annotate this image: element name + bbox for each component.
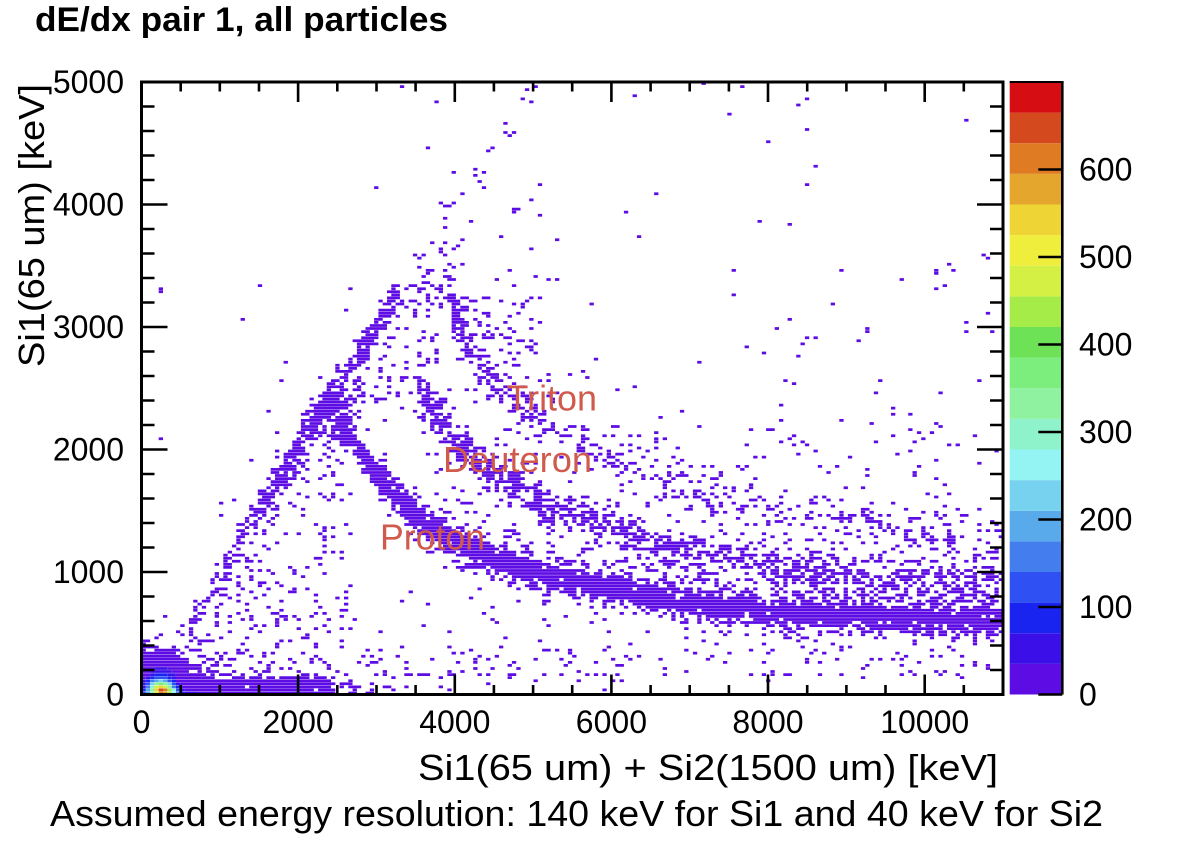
svg-text:Triton: Triton bbox=[507, 378, 598, 419]
svg-text:8000: 8000 bbox=[732, 704, 803, 740]
svg-text:300: 300 bbox=[1079, 414, 1132, 450]
svg-text:Proton: Proton bbox=[380, 517, 485, 558]
svg-text:100: 100 bbox=[1079, 589, 1132, 625]
svg-text:0: 0 bbox=[106, 677, 124, 713]
svg-text:Si1(65 um) + Si2(1500 um) [keV: Si1(65 um) + Si2(1500 um) [keV] bbox=[418, 747, 998, 788]
svg-text:2000: 2000 bbox=[53, 432, 124, 468]
svg-text:Deuteron: Deuteron bbox=[443, 439, 592, 480]
svg-text:Si1(65 um) [keV]: Si1(65 um) [keV] bbox=[11, 84, 52, 367]
svg-text:0: 0 bbox=[1079, 677, 1097, 713]
svg-text:6000: 6000 bbox=[576, 704, 647, 740]
svg-text:500: 500 bbox=[1079, 239, 1132, 275]
svg-text:3000: 3000 bbox=[53, 309, 124, 345]
svg-text:dE/dx pair 1, all particles: dE/dx pair 1, all particles bbox=[35, 1, 448, 39]
svg-text:200: 200 bbox=[1079, 502, 1132, 538]
svg-text:Assumed energy resolution: 140: Assumed energy resolution: 140 keV for S… bbox=[50, 793, 1103, 834]
svg-text:10000: 10000 bbox=[880, 704, 969, 740]
svg-text:1000: 1000 bbox=[53, 554, 124, 590]
svg-text:400: 400 bbox=[1079, 327, 1132, 363]
svg-text:5000: 5000 bbox=[53, 64, 124, 100]
svg-text:600: 600 bbox=[1079, 152, 1132, 188]
svg-text:4000: 4000 bbox=[419, 704, 490, 740]
svg-text:0: 0 bbox=[133, 704, 151, 740]
svg-text:2000: 2000 bbox=[263, 704, 334, 740]
svg-text:4000: 4000 bbox=[53, 187, 124, 223]
